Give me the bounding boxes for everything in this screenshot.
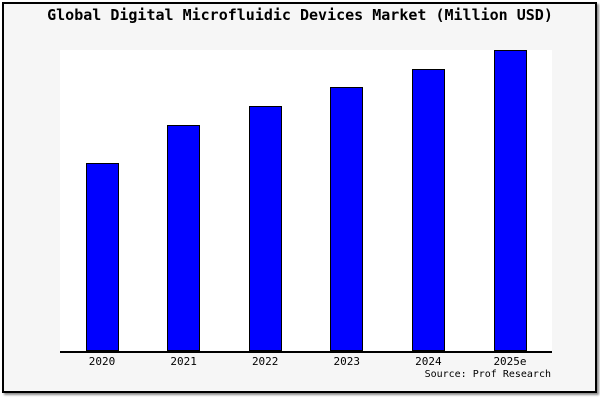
x-axis-label-2022: 2022 bbox=[251, 355, 279, 368]
x-axis-label-2020: 2020 bbox=[88, 355, 116, 368]
bar-2023 bbox=[330, 87, 364, 351]
bar-2021 bbox=[167, 125, 201, 351]
x-axis-label-2025e: 2025e bbox=[493, 355, 527, 368]
bar-2020 bbox=[85, 163, 119, 351]
x-axis-label-2021: 2021 bbox=[170, 355, 197, 368]
bar-2022 bbox=[248, 106, 282, 351]
bar-2025e bbox=[493, 50, 527, 351]
source-credit: Source: Prof Research bbox=[424, 369, 551, 380]
bar-2024 bbox=[411, 69, 445, 351]
x-axis-label-2024: 2024 bbox=[415, 355, 442, 368]
chart-title: Global Digital Microfluidic Devices Mark… bbox=[47, 6, 553, 24]
x-axis-label-2023: 2023 bbox=[333, 355, 361, 368]
plot-area bbox=[60, 50, 552, 353]
